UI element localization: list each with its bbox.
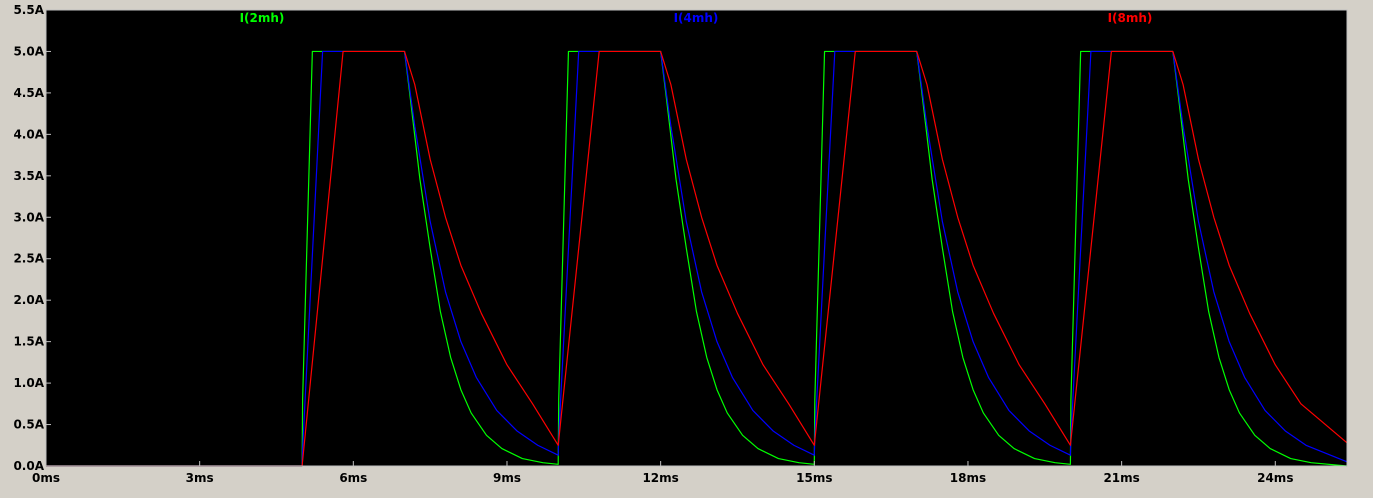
legend-label-1[interactable]: I(4mh) — [674, 11, 719, 25]
y-tick-label: 0.0A — [13, 459, 44, 473]
y-tick-label: 3.0A — [13, 210, 44, 224]
legend-layer: I(2mh) I(4mh) I(8mh) — [240, 11, 1153, 25]
x-tick-label: 15ms — [796, 471, 832, 485]
y-tick-label: 4.0A — [13, 127, 44, 141]
y-tick-label: 5.0A — [13, 44, 44, 58]
x-tick-label: 18ms — [950, 471, 986, 485]
x-tick-label: 0ms — [32, 471, 60, 485]
series-line-0 — [46, 50, 1348, 467]
plot-area[interactable] — [46, 10, 1347, 466]
y-tick-label: 1.0A — [13, 376, 44, 390]
y-tick-label: 1.5A — [13, 335, 44, 349]
legend-label-0[interactable]: I(2mh) — [240, 11, 285, 25]
y-tick-label: 4.5A — [13, 86, 44, 100]
y-tick-label: 3.5A — [13, 169, 44, 183]
y-tick-label: 5.5A — [13, 3, 44, 17]
x-tick-label: 12ms — [642, 471, 678, 485]
x-tick-label: 6ms — [339, 471, 367, 485]
y-tick-label: 2.5A — [13, 252, 44, 266]
y-tick-label: 2.0A — [13, 293, 44, 307]
x-tick-label: 24ms — [1257, 471, 1293, 485]
series-line-2 — [46, 50, 1348, 467]
axis-layer: 0.0A 0.5A 1.0A 1.5A 2.0A 2.5A 3.0A 3.5A 4.0A 4.5A… — [13, 3, 1348, 485]
series-layer — [46, 50, 1348, 467]
plot-frame — [45, 9, 1348, 467]
x-tick-label: 3ms — [186, 471, 214, 485]
x-tick-label: 9ms — [493, 471, 521, 485]
legend-label-2[interactable]: I(8mh) — [1108, 11, 1153, 25]
x-tick-label: 21ms — [1103, 471, 1139, 485]
series-line-1 — [46, 50, 1348, 467]
y-tick-label: 0.5A — [13, 418, 44, 432]
